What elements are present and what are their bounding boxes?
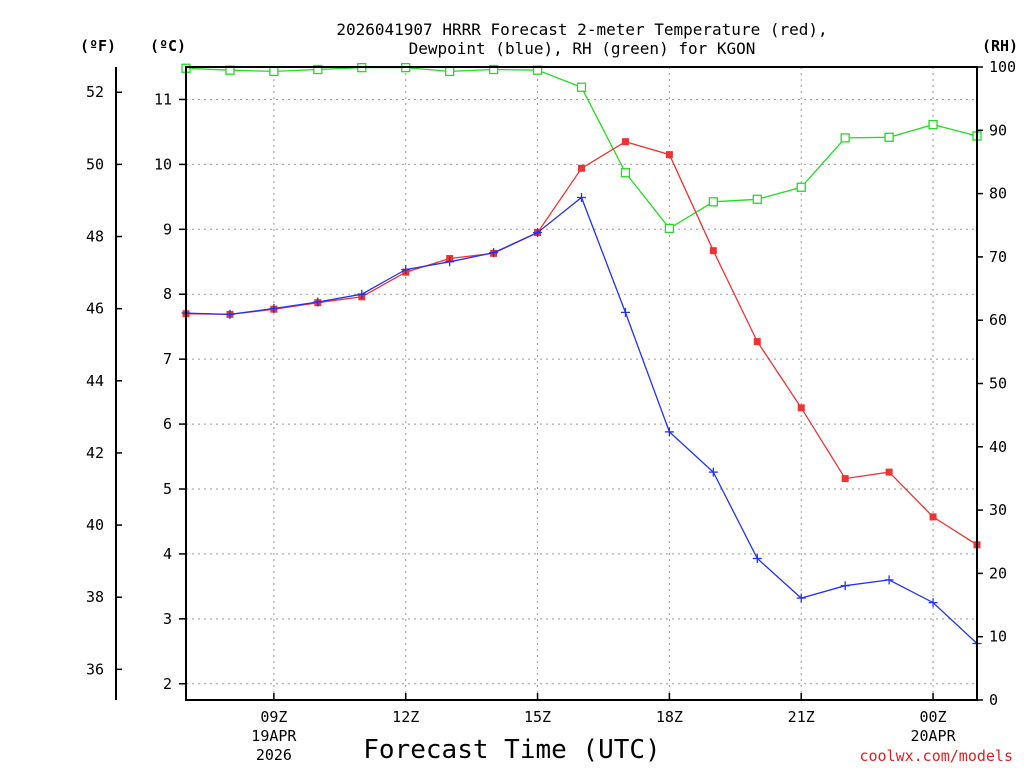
rh-axis-label: (RH) xyxy=(982,37,1018,55)
chart-title-line-2: Dewpoint (blue), RH (green) for KGON xyxy=(409,39,756,58)
celsius-tick-label: 4 xyxy=(163,545,172,563)
dewpoint-point xyxy=(577,192,586,202)
dewpoint-point xyxy=(664,427,674,437)
axes: 2 3 4 5 6 7 8 9 10 11 36 38 40 42 44 46 48 50 52 0 10 20 30 40 5… xyxy=(86,58,1016,764)
celsius-tick-label: 10 xyxy=(154,155,172,173)
dewpoint-point xyxy=(401,265,411,275)
rh-tick-label: 80 xyxy=(989,185,1007,203)
dewpoint-point xyxy=(269,304,279,314)
temperature-point xyxy=(578,164,585,172)
rh-point xyxy=(840,133,850,143)
rh-point xyxy=(884,132,894,142)
fahrenheit-tick-label: 52 xyxy=(86,83,104,101)
rh-tick-label: 100 xyxy=(989,58,1016,76)
fahrenheit-tick-label: 38 xyxy=(86,588,104,606)
celsius-tick-label: 6 xyxy=(163,415,172,433)
dewpoint-point xyxy=(752,553,762,563)
rh-tick-label: 30 xyxy=(989,501,1007,519)
dewpoint-point xyxy=(489,248,499,258)
fahrenheit-tick-label: 40 xyxy=(86,516,104,534)
rh-tick-label: 10 xyxy=(989,628,1007,646)
rh-tick-label: 50 xyxy=(989,375,1007,393)
fahrenheit-tick-label: 46 xyxy=(86,300,104,318)
rh-tick-label: 40 xyxy=(989,438,1007,456)
celsius-axis-label: (ºC) xyxy=(150,37,186,55)
fahrenheit-tick-label: 36 xyxy=(86,660,104,678)
rh-point xyxy=(928,119,938,130)
rh-point xyxy=(488,64,499,75)
data-series xyxy=(181,62,982,649)
fahrenheit-tick-label: 50 xyxy=(86,155,104,173)
x-tick-label: 2026 xyxy=(256,746,292,764)
dewpoint-point xyxy=(796,593,806,603)
celsius-tick-label: 8 xyxy=(163,285,172,303)
source-credit: coolwx.com/models xyxy=(859,747,1013,765)
temperature-point xyxy=(709,247,717,255)
rh-point xyxy=(620,168,631,178)
rh-tick-label: 70 xyxy=(989,248,1007,266)
temperature-point xyxy=(621,138,629,146)
rh-tick-label: 0 xyxy=(989,691,998,709)
plot-frame xyxy=(185,66,978,701)
temperature-point xyxy=(665,151,673,159)
temperature-point xyxy=(797,404,805,412)
temperature-point xyxy=(841,475,849,483)
x-tick-label: 12Z xyxy=(392,708,419,726)
x-tick-label: 15Z xyxy=(524,708,551,726)
temperature-point xyxy=(753,338,761,346)
dewpoint-point xyxy=(620,307,630,317)
dewpoint-point xyxy=(225,309,235,319)
x-tick-label: 00Z xyxy=(920,708,947,726)
celsius-tick-label: 2 xyxy=(163,675,172,693)
rh-point xyxy=(269,66,279,77)
x-tick-label: 18Z xyxy=(656,708,683,726)
dewpoint-point xyxy=(840,581,850,591)
rh-point xyxy=(313,64,323,75)
rh-point xyxy=(796,182,806,192)
rh-point xyxy=(576,82,587,92)
fahrenheit-tick-label: 48 xyxy=(86,228,104,246)
x-tick-label: 20APR xyxy=(910,727,956,745)
x-tick-label: 21Z xyxy=(788,708,815,726)
rh-point xyxy=(708,197,718,207)
celsius-tick-label: 9 xyxy=(163,220,172,238)
dewpoint-point xyxy=(708,467,718,477)
rh-point xyxy=(752,194,762,204)
x-tick-label: 09Z xyxy=(260,708,287,726)
dewpoint-point xyxy=(445,257,455,267)
celsius-tick-label: 7 xyxy=(163,350,172,368)
rh-tick-label: 20 xyxy=(989,564,1007,582)
temperature-point xyxy=(885,468,893,476)
rh-point xyxy=(445,66,455,77)
rh-tick-label: 60 xyxy=(989,311,1007,329)
celsius-tick-label: 5 xyxy=(163,480,172,498)
x-axis-title: Forecast Time (UTC) xyxy=(363,735,660,765)
celsius-tick-label: 3 xyxy=(163,610,172,628)
chart-title-line-1: 2026041907 HRRR Forecast 2-meter Tempera… xyxy=(336,20,827,39)
dewpoint-point xyxy=(533,228,543,238)
temperature-point xyxy=(929,513,937,521)
celsius-tick-label: 11 xyxy=(154,90,172,108)
x-tick-label: 19APR xyxy=(251,727,297,745)
dewpoint-point xyxy=(884,575,894,585)
fahrenheit-tick-label: 44 xyxy=(86,372,104,390)
fahrenheit-axis-label: (ºF) xyxy=(80,37,116,55)
rh-tick-label: 90 xyxy=(989,121,1007,139)
dewpoint-point xyxy=(313,297,323,307)
dewpoint-point xyxy=(357,289,367,299)
dewpoint-point xyxy=(928,598,938,608)
rh-point xyxy=(664,223,675,234)
fahrenheit-tick-label: 42 xyxy=(86,444,104,462)
